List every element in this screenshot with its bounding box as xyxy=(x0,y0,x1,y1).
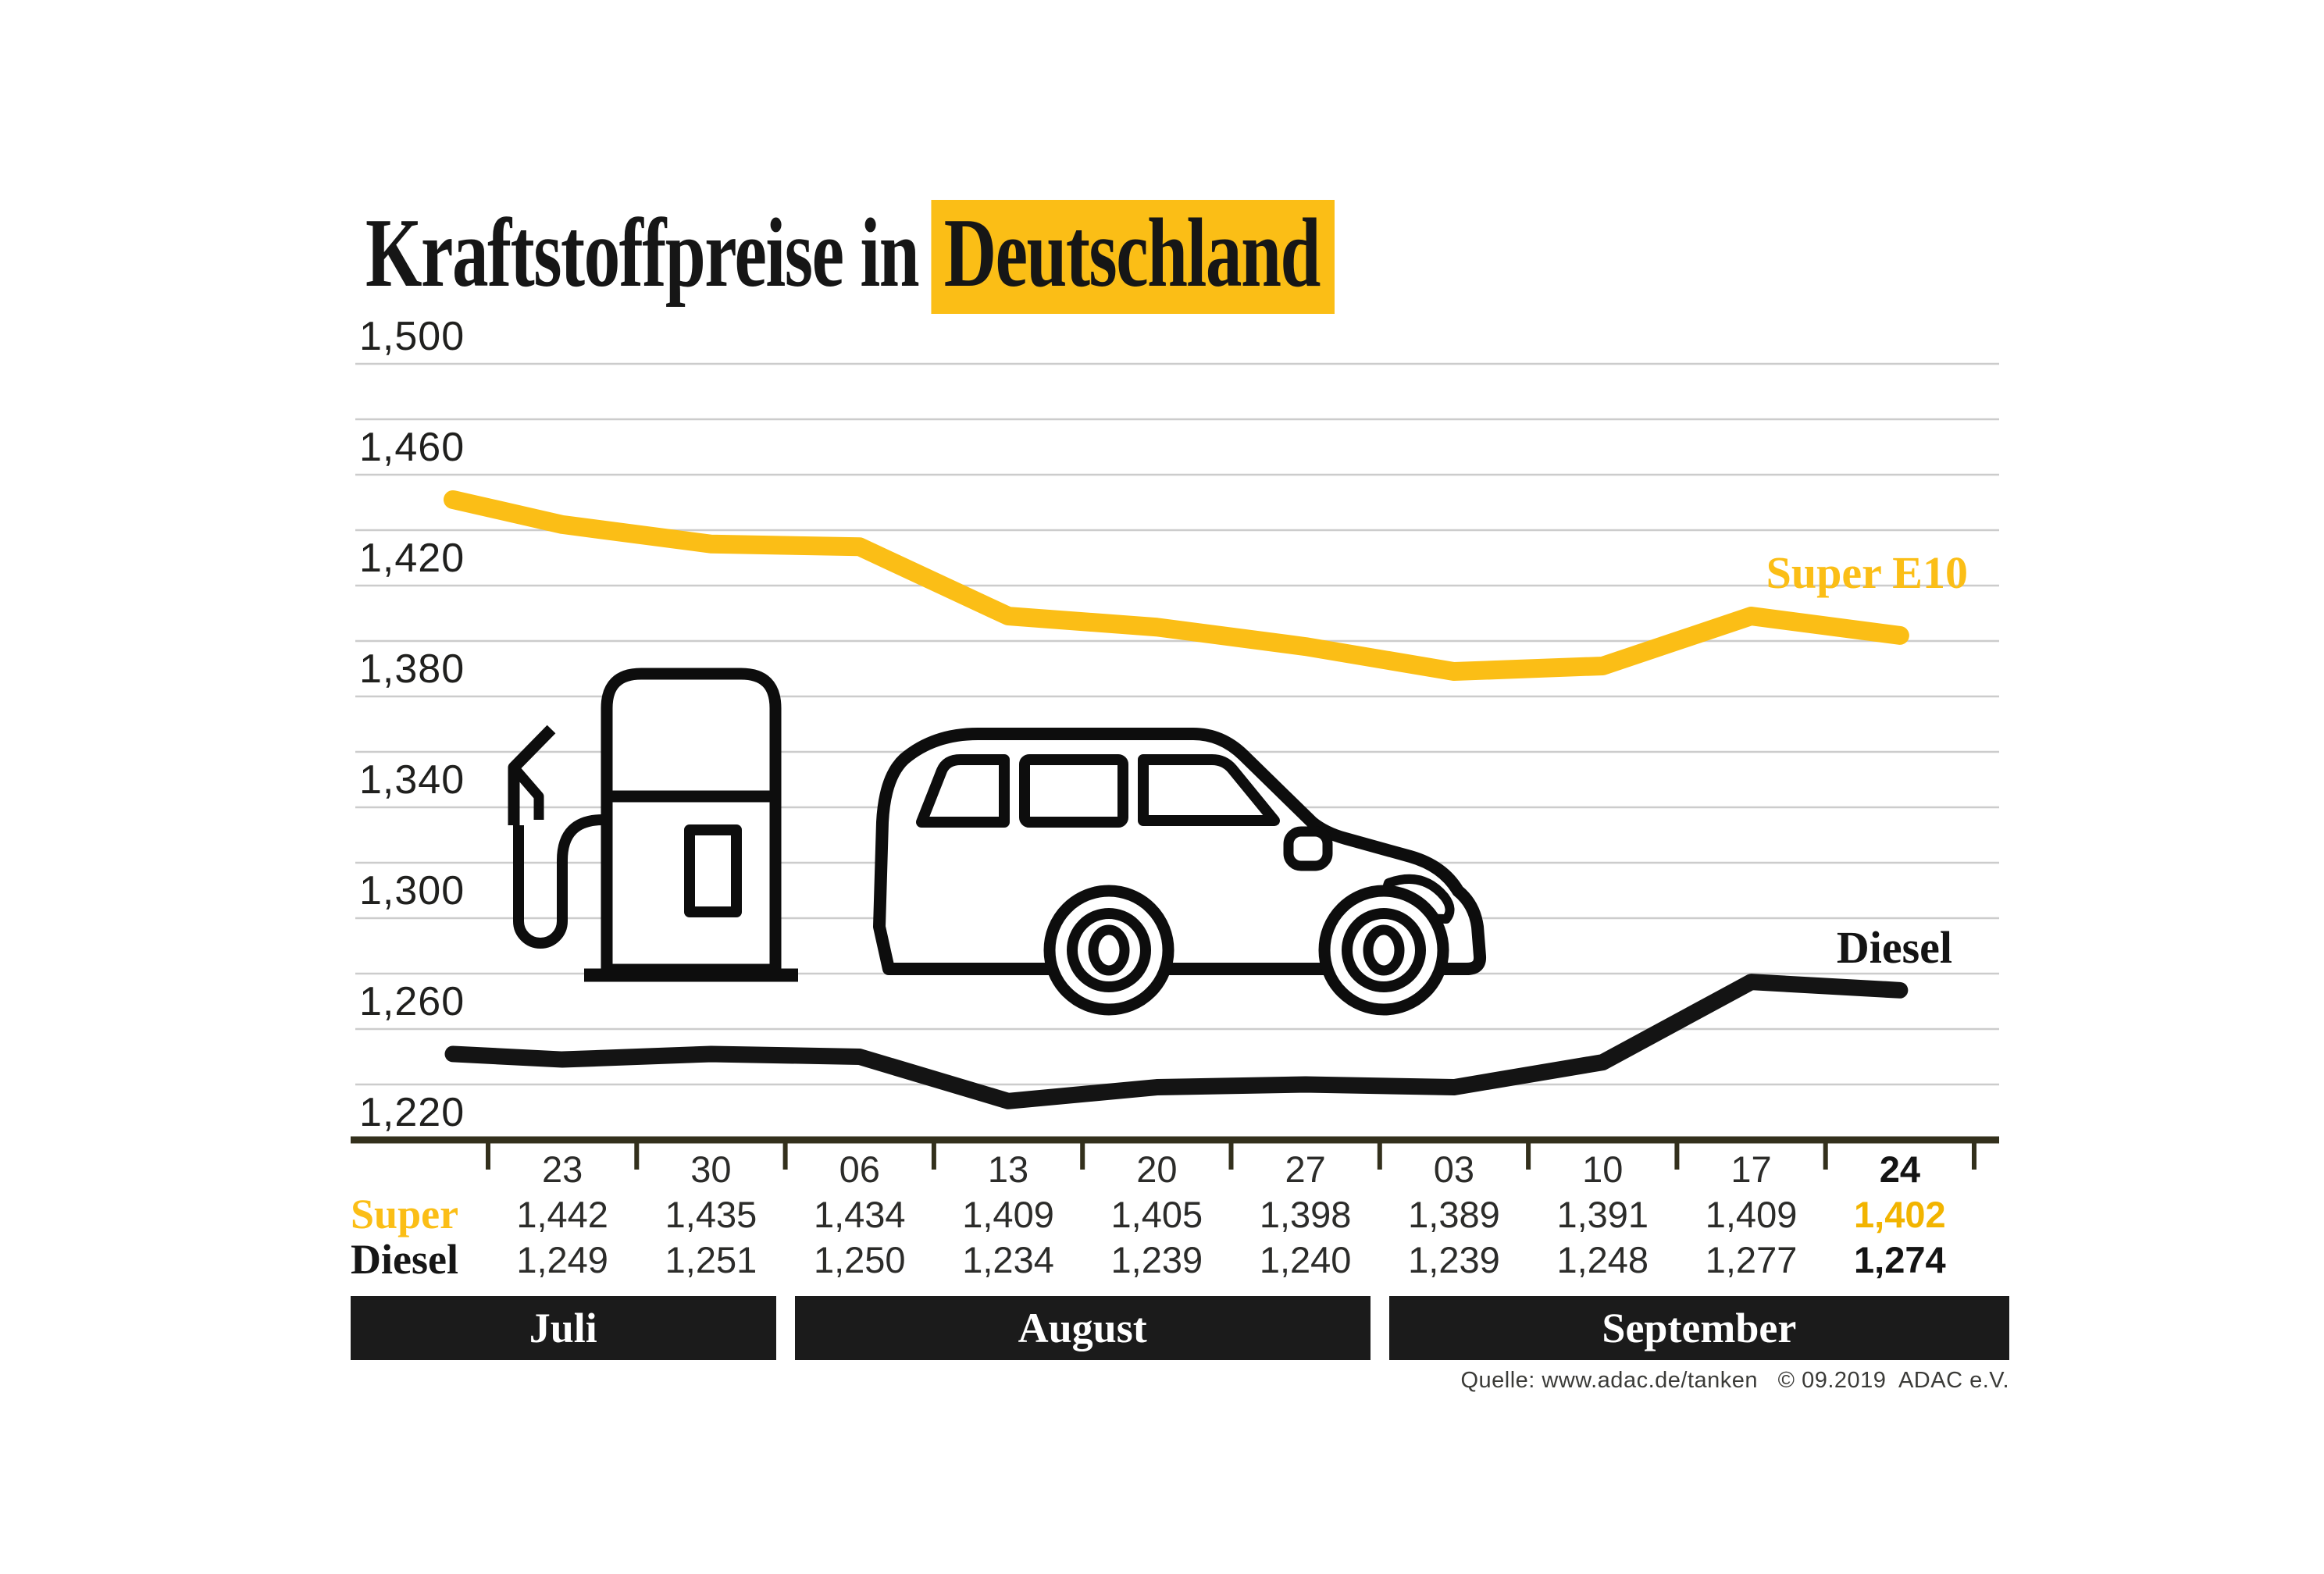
fuel-pump-icon xyxy=(508,668,798,982)
table-value-super: 1,409 xyxy=(1705,1194,1798,1235)
date-label: 23 xyxy=(542,1148,583,1190)
table-value-diesel: 1,248 xyxy=(1556,1239,1649,1280)
table-value-diesel: 1,249 xyxy=(516,1239,608,1280)
date-label: 30 xyxy=(690,1148,732,1190)
date-label: 27 xyxy=(1285,1148,1326,1190)
line-diesel xyxy=(444,974,1909,1109)
line-super xyxy=(444,490,1909,682)
table-value-super: 1,402 xyxy=(1854,1194,1946,1235)
table-value-super: 1,435 xyxy=(665,1194,757,1235)
date-label: 20 xyxy=(1136,1148,1178,1190)
table-value-super: 1,405 xyxy=(1110,1194,1203,1235)
month-band-september: September xyxy=(1388,1296,2009,1360)
car-icon xyxy=(873,728,1487,1016)
y-axis-label: 1,420 xyxy=(359,536,465,581)
y-axis-label: 1,300 xyxy=(359,868,465,913)
page-title-prefix: Kraftstoffpreise in xyxy=(365,199,920,308)
table-value-super: 1,398 xyxy=(1259,1194,1352,1235)
table-value-super: 1,389 xyxy=(1408,1194,1500,1235)
y-axis-label: 1,260 xyxy=(359,979,465,1024)
y-axis-label: 1,340 xyxy=(359,757,465,803)
page-title: Kraftstoffpreise in Deutschland xyxy=(365,200,1335,314)
date-label: 06 xyxy=(839,1148,880,1190)
table-value-diesel: 1,274 xyxy=(1854,1239,1946,1280)
table-row-label-super: Super xyxy=(351,1191,459,1237)
table-value-super: 1,442 xyxy=(516,1194,608,1235)
table-value-super: 1,434 xyxy=(813,1194,906,1235)
page-title-highlight: Deutschland xyxy=(931,200,1335,314)
series-label-super-e10: Super E10 xyxy=(1766,547,1968,598)
table-value-super: 1,409 xyxy=(962,1194,1054,1235)
date-label: 10 xyxy=(1582,1148,1624,1190)
month-band-juli: Juli xyxy=(351,1296,776,1360)
table-value-diesel: 1,239 xyxy=(1110,1239,1203,1280)
month-band-august: August xyxy=(794,1296,1371,1360)
table-value-diesel: 1,234 xyxy=(962,1239,1054,1280)
y-axis-label: 1,220 xyxy=(359,1090,465,1135)
y-axis-label: 1,460 xyxy=(359,425,465,470)
source-credit: Quelle: www.adac.de/tanken © 09.2019 ADA… xyxy=(1460,1368,2009,1393)
y-axis-label: 1,500 xyxy=(359,314,465,359)
y-axis-label: 1,380 xyxy=(359,646,465,692)
table-value-diesel: 1,251 xyxy=(665,1239,757,1280)
series-label-diesel: Diesel xyxy=(1836,922,1952,973)
date-label: 24 xyxy=(1879,1148,1920,1190)
date-label: 13 xyxy=(987,1148,1029,1190)
table-value-diesel: 1,277 xyxy=(1705,1239,1798,1280)
table-value-super: 1,391 xyxy=(1556,1194,1649,1235)
table-row-label-diesel: Diesel xyxy=(351,1236,458,1283)
date-label: 03 xyxy=(1433,1148,1475,1190)
date-label: 17 xyxy=(1731,1148,1772,1190)
table-value-diesel: 1,250 xyxy=(813,1239,906,1280)
table-value-diesel: 1,240 xyxy=(1259,1239,1352,1280)
table-value-diesel: 1,239 xyxy=(1408,1239,1500,1280)
